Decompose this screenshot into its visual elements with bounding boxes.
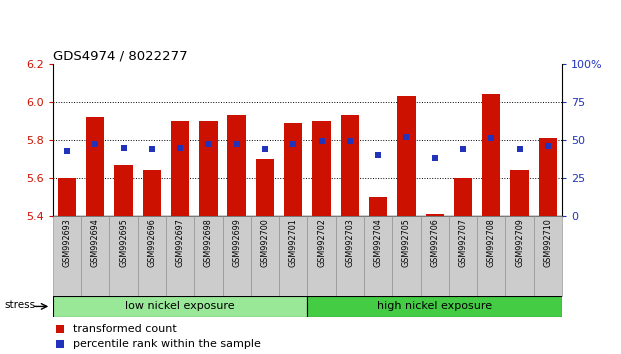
Bar — [227, 115, 246, 216]
Bar — [279, 216, 307, 296]
Bar — [392, 216, 420, 296]
Text: GSM992699: GSM992699 — [232, 218, 241, 267]
Bar — [307, 296, 562, 317]
Text: GSM992704: GSM992704 — [374, 218, 383, 267]
Bar — [341, 115, 359, 216]
Bar — [312, 121, 331, 216]
Text: transformed count: transformed count — [73, 324, 177, 334]
Bar — [533, 216, 562, 296]
Text: GSM992694: GSM992694 — [91, 218, 100, 267]
Text: GSM992701: GSM992701 — [289, 218, 297, 267]
Text: GSM992709: GSM992709 — [515, 218, 524, 267]
Bar — [114, 165, 133, 216]
Text: percentile rank within the sample: percentile rank within the sample — [73, 339, 261, 349]
Bar — [364, 216, 392, 296]
Bar — [138, 216, 166, 296]
Text: GSM992695: GSM992695 — [119, 218, 128, 267]
Text: GSM992710: GSM992710 — [543, 218, 552, 267]
Bar — [425, 214, 444, 216]
Text: GSM992696: GSM992696 — [147, 218, 156, 267]
Text: low nickel exposure: low nickel exposure — [125, 301, 235, 312]
Bar — [397, 96, 415, 216]
Bar — [449, 216, 477, 296]
Bar — [58, 178, 76, 216]
Bar — [538, 138, 557, 216]
Bar — [143, 170, 161, 216]
Bar — [166, 216, 194, 296]
Text: stress: stress — [4, 301, 35, 310]
Bar — [482, 94, 501, 216]
Bar — [171, 121, 189, 216]
Text: GSM992697: GSM992697 — [176, 218, 184, 267]
Text: GSM992702: GSM992702 — [317, 218, 326, 267]
Bar — [222, 216, 251, 296]
Text: GSM992705: GSM992705 — [402, 218, 411, 267]
Text: GSM992693: GSM992693 — [63, 218, 71, 267]
Text: GSM992703: GSM992703 — [345, 218, 355, 267]
Bar — [251, 216, 279, 296]
Bar — [86, 117, 104, 216]
Bar — [109, 216, 138, 296]
Text: GSM992700: GSM992700 — [260, 218, 270, 267]
Bar — [256, 159, 274, 216]
Text: GSM992698: GSM992698 — [204, 218, 213, 267]
Bar — [284, 123, 302, 216]
Text: high nickel exposure: high nickel exposure — [377, 301, 492, 312]
Bar — [420, 216, 449, 296]
Text: GSM992707: GSM992707 — [458, 218, 468, 267]
Text: GDS4974 / 8022277: GDS4974 / 8022277 — [53, 50, 188, 63]
Bar — [454, 178, 472, 216]
Bar — [477, 216, 505, 296]
Text: GSM992708: GSM992708 — [487, 218, 496, 267]
Text: GSM992706: GSM992706 — [430, 218, 439, 267]
Bar — [510, 170, 528, 216]
Bar — [336, 216, 364, 296]
Bar — [307, 216, 336, 296]
Bar — [199, 121, 217, 216]
Bar — [369, 197, 388, 216]
Bar — [53, 216, 81, 296]
Bar — [81, 216, 109, 296]
Bar — [505, 216, 533, 296]
Bar — [53, 296, 307, 317]
Bar — [194, 216, 222, 296]
